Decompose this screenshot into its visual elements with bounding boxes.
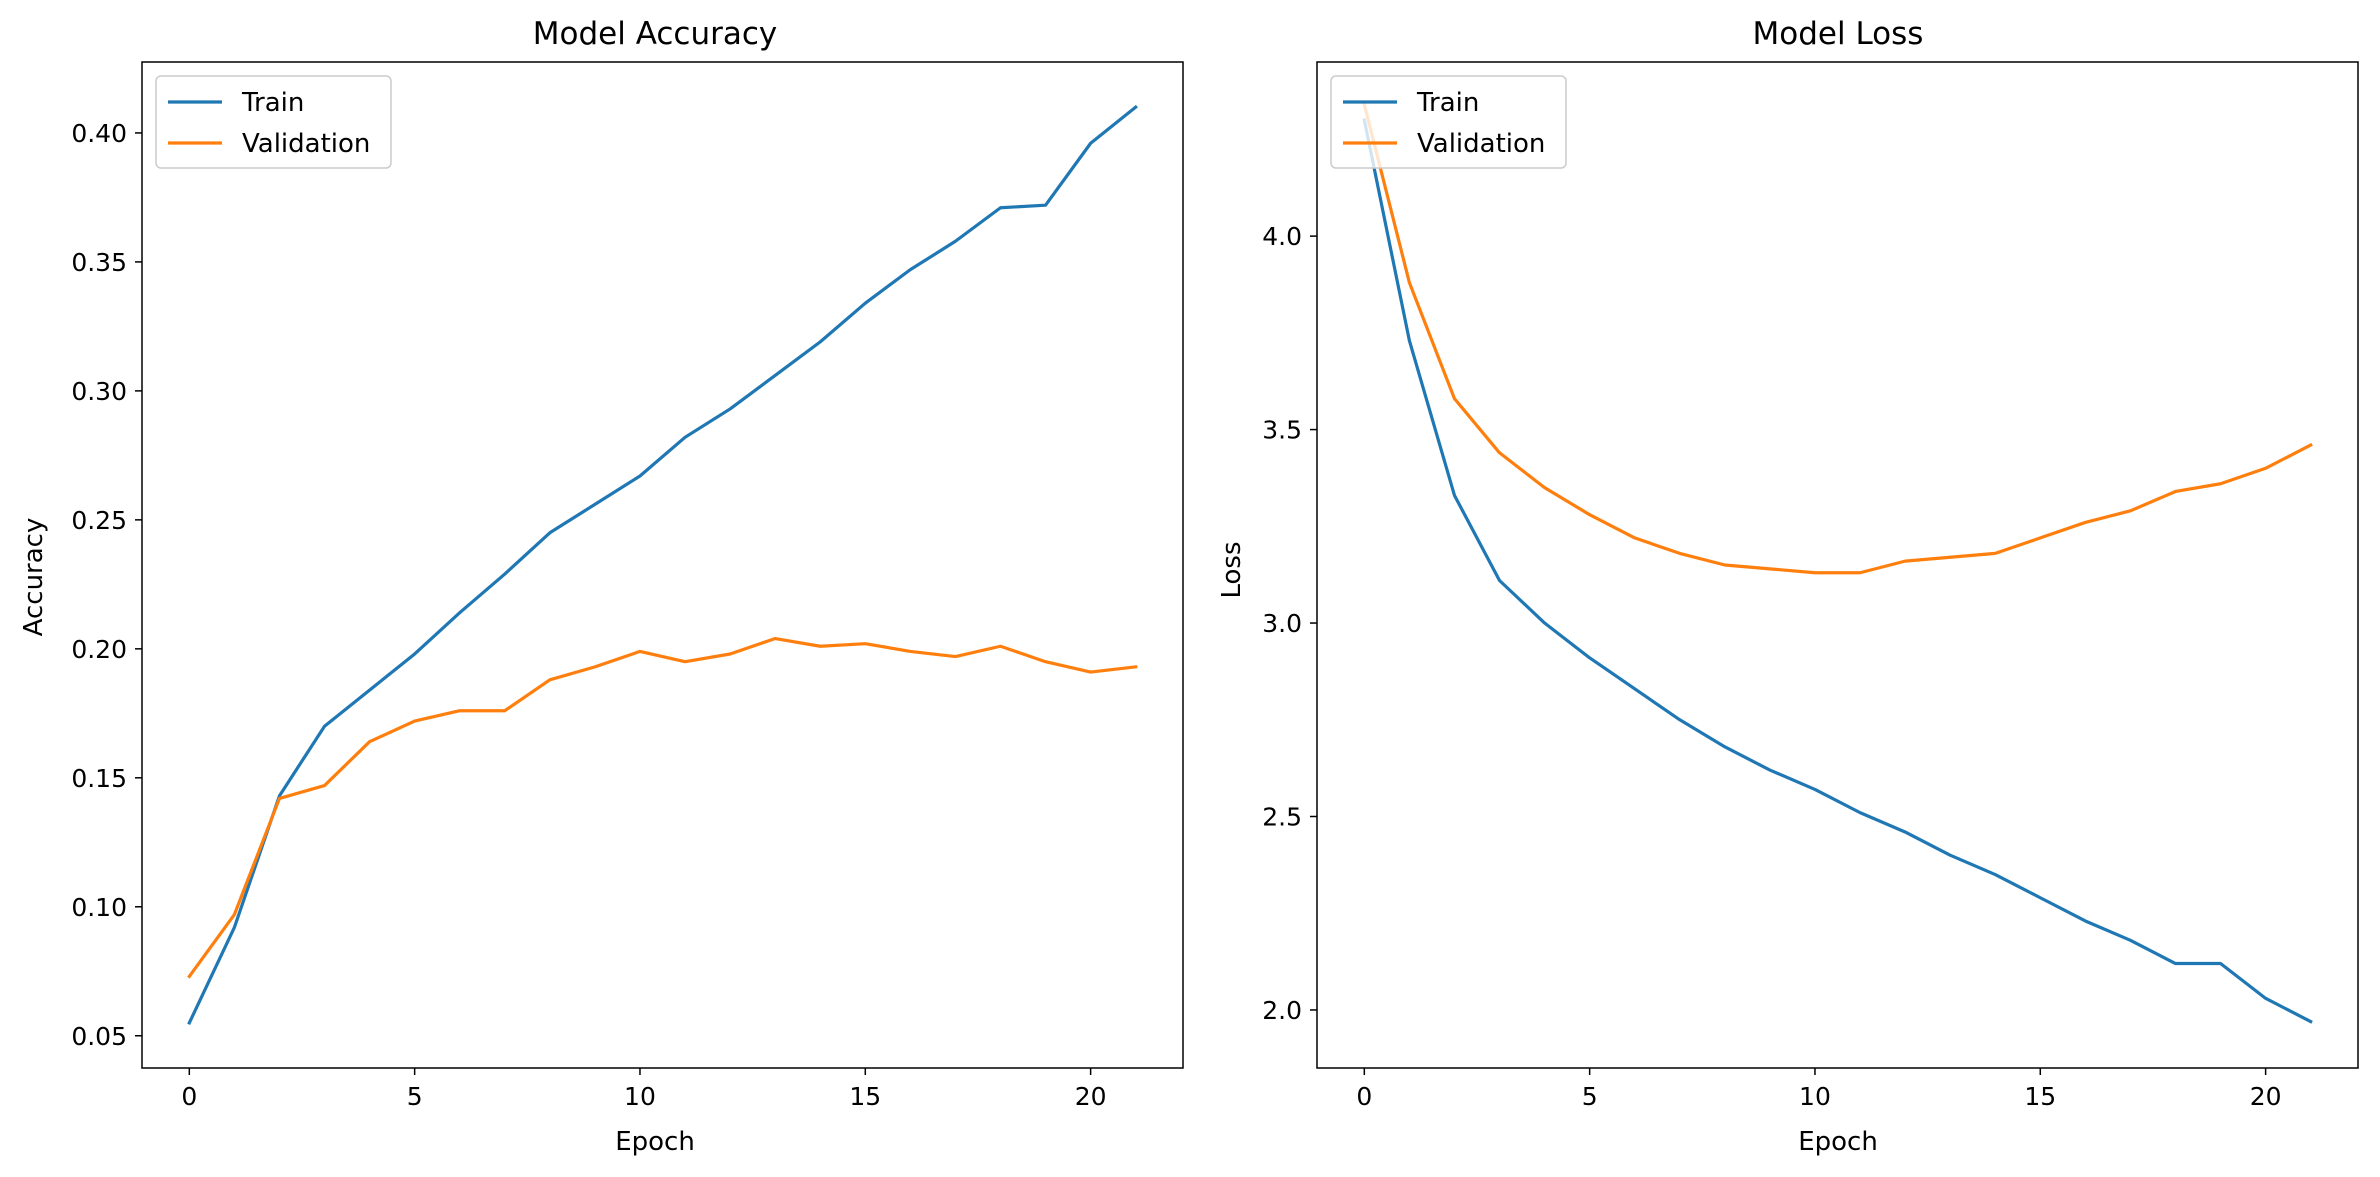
loss-x-axis-label: Epoch (1798, 1127, 1878, 1157)
accuracy-y-tick-label: 0.40 (71, 119, 127, 148)
accuracy-x-tick-label: 0 (181, 1082, 197, 1111)
accuracy-y-tick-label: 0.15 (71, 764, 127, 793)
accuracy-axes-frame (141, 61, 1184, 1069)
loss-y-tick-label: 2.5 (1262, 803, 1302, 832)
loss-validation-line (1362, 102, 2313, 575)
accuracy-validation-line (187, 636, 1138, 979)
loss-panel: Model Loss Epoch Loss 0 5 10 15 20 2.0 2.5 3.0 3… (1217, 16, 2359, 1157)
accuracy-x-tick-label: 20 (1075, 1082, 1107, 1111)
loss-x-tick-label: 5 (1582, 1082, 1598, 1111)
accuracy-x-tick-label: 15 (849, 1082, 881, 1111)
accuracy-y-tick-label: 0.35 (71, 248, 127, 277)
loss-x-tick-label: 15 (2024, 1082, 2056, 1111)
accuracy-y-tick-label: 0.10 (71, 893, 127, 922)
accuracy-legend-box (155, 75, 392, 169)
accuracy-y-tick-label: 0.30 (71, 377, 127, 406)
accuracy-chart-title: Model Accuracy (533, 16, 777, 52)
accuracy-y-tick-label: 0.25 (71, 506, 127, 535)
loss-legend-box (1330, 75, 1567, 169)
accuracy-legend-label-validation: Validation (242, 129, 370, 159)
loss-y-tick-label: 3.5 (1262, 416, 1302, 445)
accuracy-x-axis-label: Epoch (615, 1127, 695, 1157)
loss-plot-area: 0 5 10 15 20 2.0 2.5 3.0 3.5 4.0 Train Validation (1262, 61, 2359, 1111)
loss-train-line (1362, 118, 2313, 1024)
loss-legend: Train Validation (1330, 75, 1567, 169)
loss-y-axis-label: Loss (1217, 541, 1247, 598)
accuracy-y-axis-label: Accuracy (19, 518, 49, 637)
accuracy-legend: Train Validation (155, 75, 392, 169)
loss-legend-label-train: Train (1416, 88, 1479, 118)
accuracy-y-tick-label: 0.20 (71, 635, 127, 664)
accuracy-y-tick-label: 0.05 (71, 1022, 127, 1051)
loss-axes-frame (1316, 61, 2359, 1069)
loss-y-tick-label: 2.0 (1262, 996, 1302, 1025)
loss-x-tick-label: 20 (2250, 1082, 2282, 1111)
accuracy-panel: Model Accuracy Epoch Accuracy 0 5 10 15 20 0.… (19, 16, 1184, 1157)
accuracy-legend-label-train: Train (241, 88, 304, 118)
accuracy-x-tick-label: 5 (407, 1082, 423, 1111)
loss-chart-title: Model Loss (1753, 16, 1924, 52)
loss-y-tick-label: 4.0 (1262, 222, 1302, 251)
loss-x-tick-label: 0 (1356, 1082, 1372, 1111)
loss-legend-label-validation: Validation (1417, 129, 1545, 159)
accuracy-plot-area: 0 5 10 15 20 0.05 0.10 0.15 0.20 0.25 0.30 0.35 0.40… (71, 61, 1184, 1111)
loss-y-tick-label: 3.0 (1262, 609, 1302, 638)
accuracy-train-line (187, 104, 1138, 1025)
accuracy-x-tick-label: 10 (624, 1082, 656, 1111)
loss-x-tick-label: 10 (1799, 1082, 1831, 1111)
